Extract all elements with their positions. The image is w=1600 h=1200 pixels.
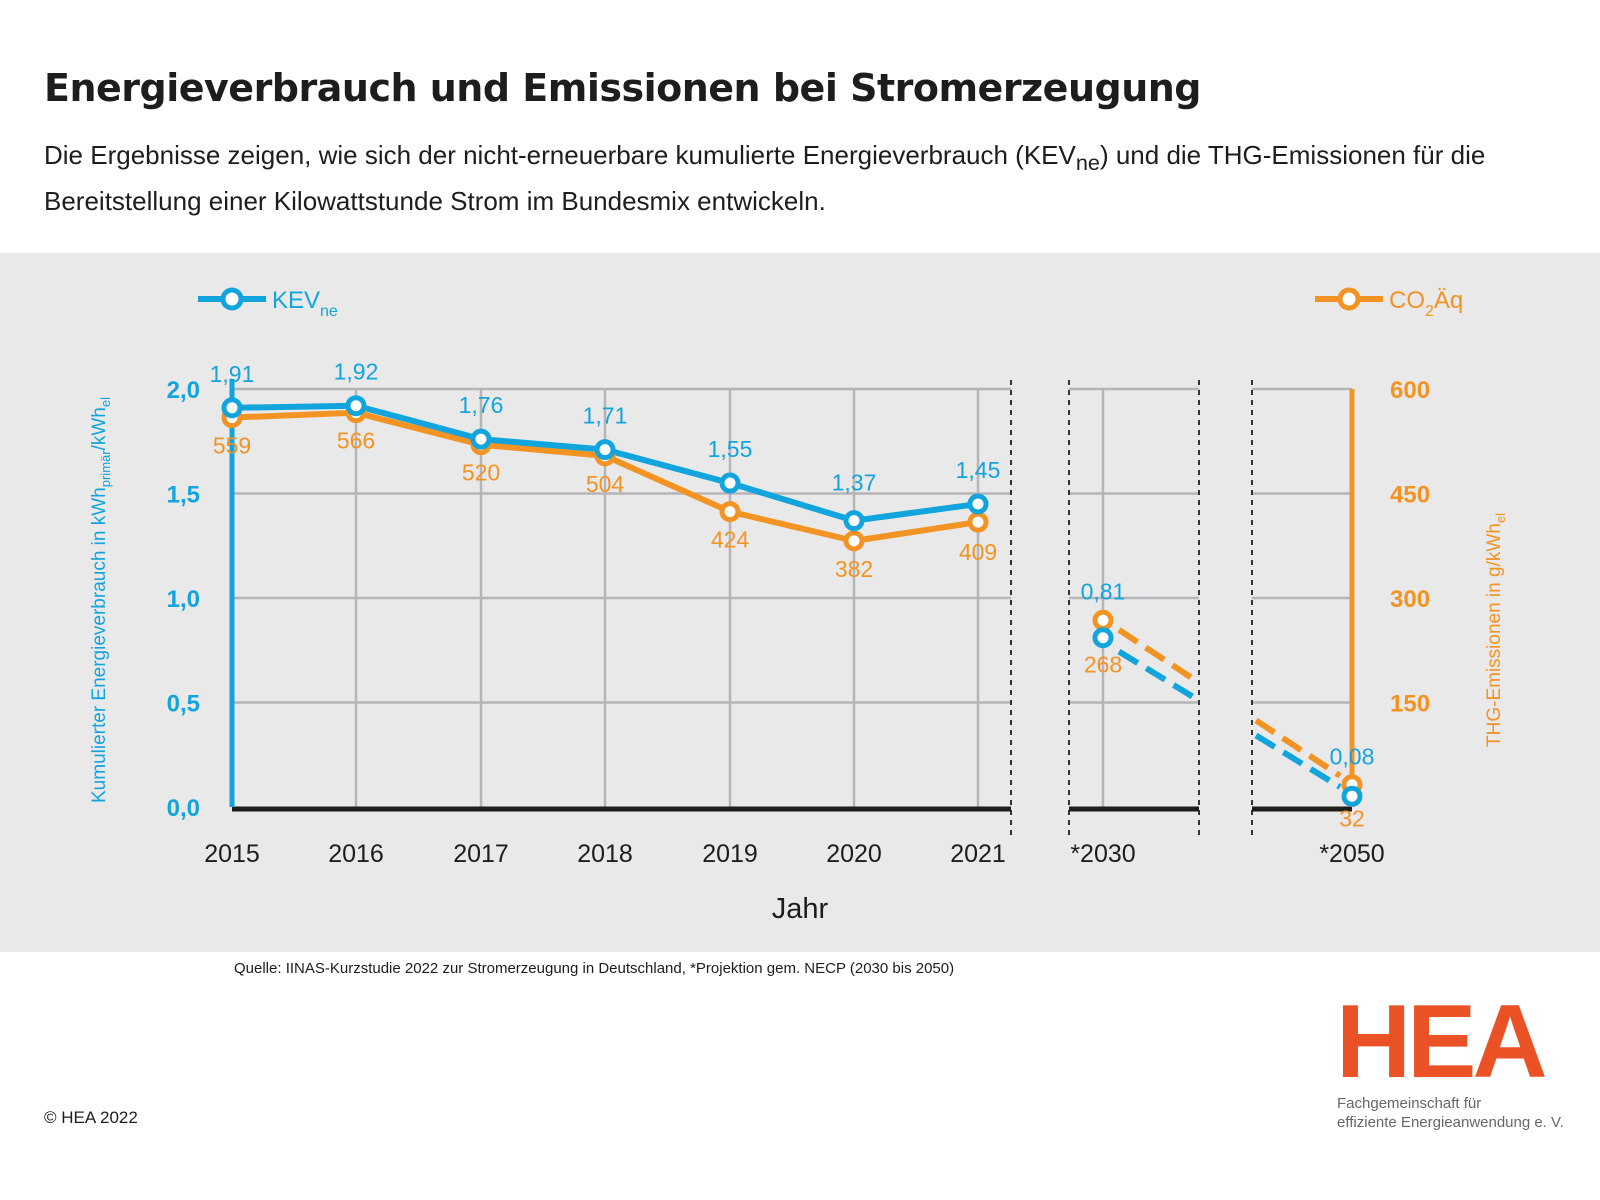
data-label-kev: 1,76 [459, 392, 504, 418]
axis-title-part: /kWh [89, 407, 110, 450]
x-tick-label: 2016 [328, 840, 384, 868]
y-left-axis-title: Kumulierter Energieverbrauch in kWhprimä… [89, 397, 113, 803]
co2-legend-marker [1337, 287, 1361, 311]
data-label-kev: 1,37 [832, 470, 877, 496]
hea-logo: HEA [1336, 984, 1548, 1100]
data-point [967, 493, 989, 515]
logo-sub-line-2: effiziente Energieanwendung e. V. [1337, 1114, 1564, 1131]
y-left-tick-label: 1,0 [167, 586, 200, 613]
y-right-tick-label: 450 [1390, 482, 1430, 509]
data-label-kev: 1,45 [956, 457, 1001, 483]
x-tick-label: 2019 [702, 840, 758, 868]
x-tick-label: 2018 [577, 840, 633, 868]
kev-legend-label: KEVne [272, 287, 338, 320]
subtitle-text: Die Ergebnisse zeigen, wie sich der nich… [44, 140, 1076, 170]
x-tick-label: 2017 [453, 840, 509, 868]
data-label-co2: 268 [1084, 651, 1122, 677]
data-label-co2: 409 [959, 539, 997, 565]
data-point [967, 511, 989, 533]
data-label-co2: 424 [711, 527, 750, 553]
projection-dash [1254, 732, 1342, 790]
x-tick-label: *2030 [1070, 840, 1135, 868]
x-tick-label: *2050 [1319, 840, 1384, 868]
kev-legend-marker [220, 287, 244, 311]
data-point [594, 439, 616, 461]
y-left-tick-label: 0,0 [167, 795, 200, 822]
source-note: Quelle: IINAS-Kurzstudie 2022 zur Strome… [234, 960, 955, 977]
y-right-axis-title: THG-Emissionen in g/kWhel [1484, 513, 1508, 747]
data-label-co2: 32 [1339, 806, 1365, 832]
projection-dash [1254, 717, 1342, 779]
data-point [345, 395, 367, 417]
data-point [470, 428, 492, 450]
copyright: © HEA 2022 [44, 1108, 138, 1127]
axis-title-part: primär [98, 450, 113, 488]
data-label-co2: 504 [586, 471, 625, 497]
data-point [719, 472, 741, 494]
data-label-kev: 1,92 [334, 359, 379, 385]
projection-dash [1117, 648, 1198, 702]
axis-title-part: Kumulierter Energieverbrauch in kWh [89, 487, 110, 803]
data-point [1092, 609, 1114, 631]
page-title: Energieverbrauch und Emissionen bei Stro… [44, 66, 1202, 110]
data-label-kev: 1,71 [583, 403, 628, 429]
x-tick-label: 2021 [950, 840, 1006, 868]
data-point [221, 397, 243, 419]
legend-text-part: KEV [272, 287, 320, 314]
subtitle-text-2: ) und die THG-Emissionen für die Bereits… [44, 140, 1486, 217]
y-right-tick-label: 150 [1390, 691, 1430, 718]
data-point [843, 510, 865, 532]
data-point [843, 530, 865, 552]
data-label-kev: 0,08 [1330, 743, 1375, 769]
legend-text-part: CO [1389, 287, 1425, 314]
data-label-co2: 382 [835, 556, 873, 582]
hea-logo-subtitle: Fachgemeinschaft für effiziente Energiean… [1337, 1094, 1564, 1132]
data-point [1341, 785, 1363, 807]
legend-text-part: 2 [1425, 303, 1434, 320]
legend-text-part: Äq [1434, 287, 1463, 314]
axis-title-part: el [1493, 513, 1508, 523]
page-subtitle: Die Ergebnisse zeigen, wie sich der nich… [44, 136, 1564, 220]
data-point [719, 501, 741, 523]
data-label-co2: 520 [462, 460, 500, 486]
y-right-tick-label: 600 [1390, 377, 1430, 404]
data-label-co2: 559 [213, 433, 251, 459]
y-left-tick-label: 1,5 [167, 482, 200, 509]
axis-title-part: THG-Emissionen in g/kWh [1484, 523, 1505, 747]
subtitle-sub: ne [1075, 150, 1100, 176]
co2-legend-label: CO2Äq [1389, 287, 1463, 320]
data-label-kev: 1,55 [708, 436, 753, 462]
chart-panel [0, 253, 1600, 952]
y-left-tick-label: 2,0 [167, 377, 200, 404]
x-tick-label: 2015 [204, 840, 260, 868]
data-point [1092, 627, 1114, 649]
logo-sub-line-1: Fachgemeinschaft für [1337, 1095, 1482, 1112]
data-label-kev: 0,81 [1081, 579, 1126, 605]
x-axis-title: Jahr [772, 893, 829, 925]
axis-title-part: el [98, 397, 113, 407]
data-label-kev: 1,91 [210, 361, 255, 387]
legend-text-part: ne [320, 303, 338, 320]
projection-dash [1117, 627, 1198, 684]
y-right-tick-label: 300 [1390, 586, 1430, 613]
y-left-tick-label: 0,5 [167, 691, 200, 718]
x-tick-label: 2020 [826, 840, 882, 868]
data-label-co2: 566 [337, 428, 375, 454]
